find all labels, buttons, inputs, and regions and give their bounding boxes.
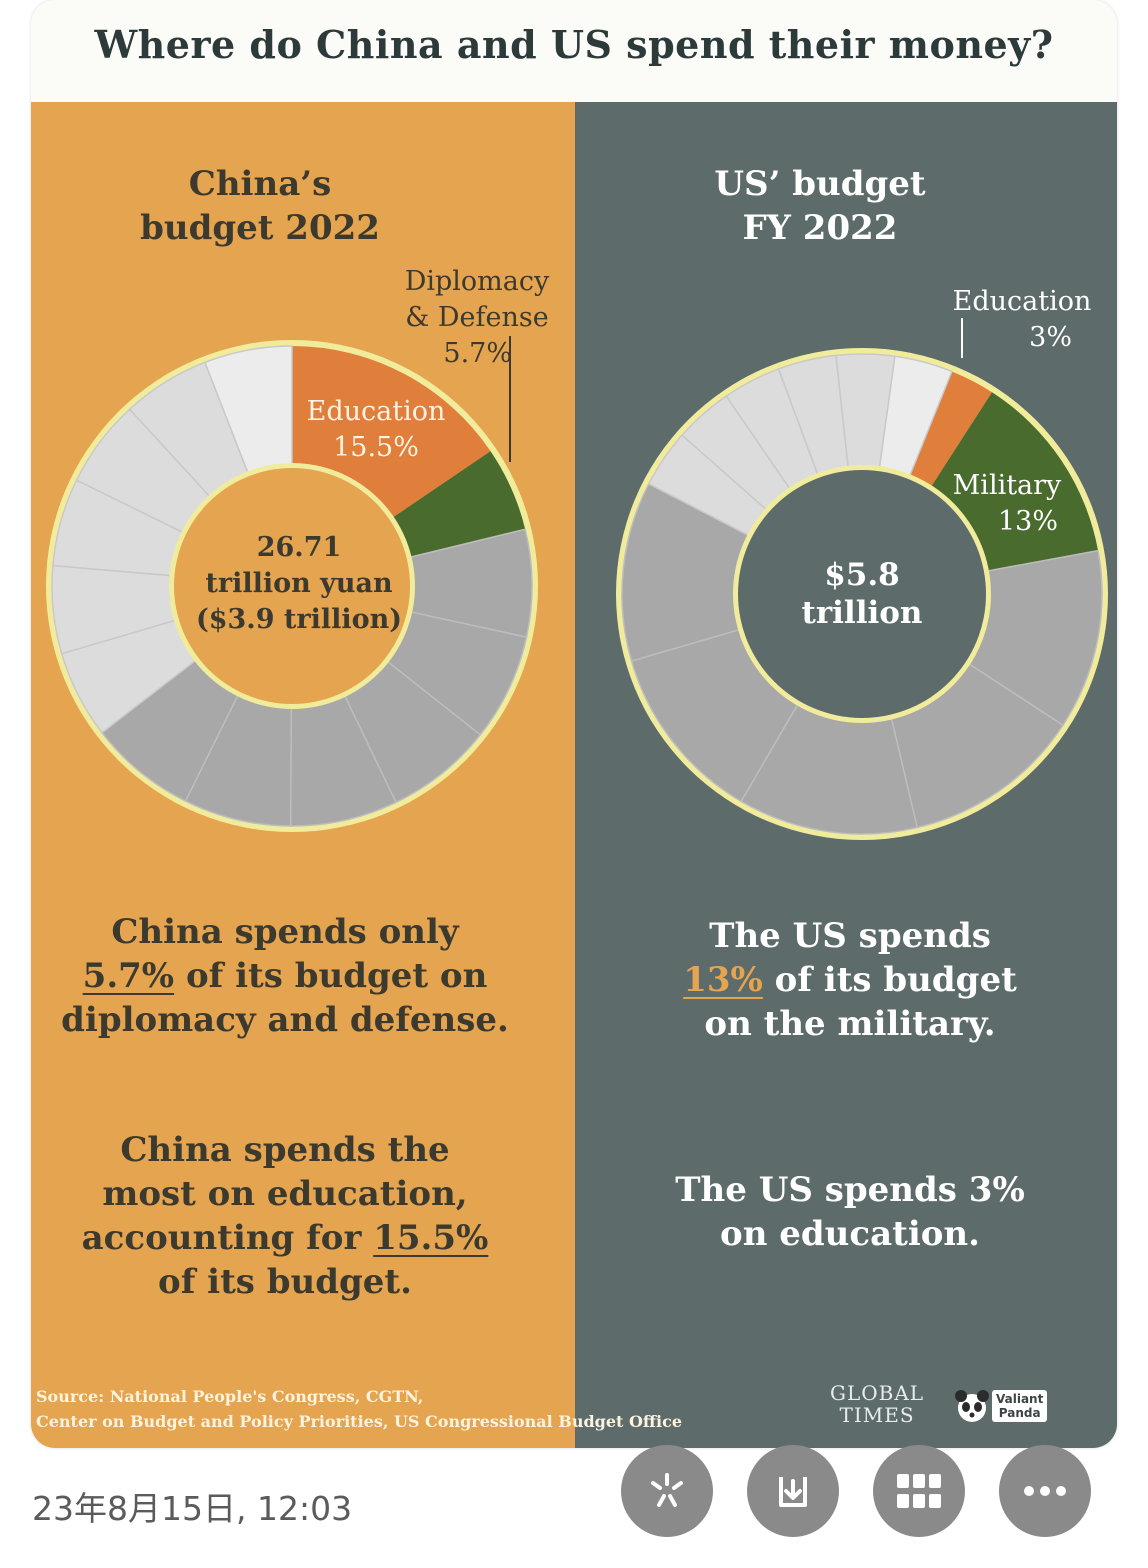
us-military-value: 13% bbox=[997, 506, 1058, 537]
china-statement2-line3: accounting for 15.5% bbox=[40, 1216, 530, 1260]
infographic-title: Where do China and US spend their money? bbox=[94, 22, 1054, 67]
us-education-label-text: Education bbox=[952, 286, 1092, 317]
donut-center bbox=[174, 468, 410, 704]
us-heading: US’ budget FY 2022 bbox=[640, 162, 1000, 250]
valiant-panda-logo: Valiant Panda bbox=[952, 1388, 1048, 1424]
china-diplomacy-label-line2: & Defense bbox=[405, 302, 549, 333]
post-timestamp: 23年8月15日, 12:03 bbox=[32, 1489, 353, 1528]
more-options-button[interactable] bbox=[999, 1445, 1091, 1537]
donut-slice-diplomacy-defense bbox=[389, 451, 526, 559]
china-statement1-line1: China spends only bbox=[111, 912, 459, 952]
source-line2: Center on Budget and Policy Priorities, … bbox=[36, 1412, 683, 1431]
us-statement1-line3: on the military. bbox=[704, 1004, 996, 1044]
china-center-line1: 26.71 bbox=[256, 532, 342, 563]
us-center-line2: trillion bbox=[801, 595, 923, 631]
us-military-statement: The US spends 13% of its budget on the m… bbox=[600, 914, 1100, 1046]
us-statement1-after: of its budget bbox=[762, 960, 1017, 1000]
us-donut-chart bbox=[616, 348, 1108, 840]
china-statement2-before: accounting for bbox=[81, 1218, 374, 1258]
valiant-panda-text: Valiant Panda bbox=[992, 1390, 1048, 1422]
us-education-label: Education 3% bbox=[942, 284, 1102, 356]
china-diplomacy-label: Diplomacy & Defense 5.7% bbox=[392, 264, 562, 372]
panda-icon bbox=[955, 1390, 989, 1422]
grid-view-button[interactable] bbox=[873, 1445, 965, 1537]
china-donut-chart bbox=[46, 340, 538, 832]
donut-center bbox=[738, 470, 986, 718]
us-heading-line1: US’ budget bbox=[714, 164, 926, 204]
china-statement1-line3: diplomacy and defense. bbox=[61, 1000, 509, 1040]
global-times-logo: GLOBAL TIMES bbox=[830, 1382, 924, 1426]
us-statement1-line2: 13% of its budget bbox=[600, 958, 1100, 1002]
us-military-label: Military 13% bbox=[942, 468, 1072, 540]
china-center-total: 26.71 trillion yuan ($3.9 trillion) bbox=[184, 530, 414, 638]
china-heading: China’s budget 2022 bbox=[80, 162, 440, 250]
us-military-highlight: 13% bbox=[683, 960, 763, 1000]
china-defense-highlight: 5.7% bbox=[82, 956, 175, 996]
download-button[interactable] bbox=[747, 1445, 839, 1537]
us-education-value: 3% bbox=[1029, 322, 1072, 353]
more-icon bbox=[1024, 1486, 1066, 1496]
us-statement2-line2: on education. bbox=[720, 1214, 980, 1254]
donut-slice-education bbox=[908, 371, 993, 490]
china-education-highlight: 15.5% bbox=[373, 1218, 489, 1258]
global-times-line2: TIMES bbox=[839, 1403, 915, 1427]
us-heading-line2: FY 2022 bbox=[742, 208, 898, 248]
valiant-panda-line2: Panda bbox=[998, 1406, 1041, 1420]
china-statement2-line2: most on education, bbox=[102, 1174, 468, 1214]
china-heading-line2: budget 2022 bbox=[140, 208, 380, 248]
china-statement1-after: of its budget on bbox=[174, 956, 488, 996]
global-times-line1: GLOBAL bbox=[830, 1381, 925, 1405]
us-statement1-line1: The US spends bbox=[709, 916, 991, 956]
china-education-label: Education 15.5% bbox=[296, 394, 456, 466]
sparkle-icon bbox=[651, 1473, 683, 1507]
grid-icon bbox=[897, 1474, 941, 1508]
china-military-statement: China spends only 5.7% of its budget on … bbox=[40, 910, 530, 1042]
us-statement2-line1: The US spends 3% bbox=[675, 1170, 1025, 1210]
us-military-label-text: Military bbox=[952, 470, 1062, 501]
us-center-total: $5.8 trillion bbox=[762, 556, 962, 632]
china-education-label-text: Education bbox=[306, 396, 446, 427]
us-education-statement: The US spends 3% on education. bbox=[600, 1168, 1100, 1256]
china-education-statement: China spends the most on education, acco… bbox=[40, 1128, 530, 1304]
china-heading-line1: China’s bbox=[188, 164, 332, 204]
china-center-line2: trillion yuan bbox=[205, 568, 393, 599]
source-line1: Source: National People's Congress, CGTN… bbox=[36, 1387, 424, 1406]
china-education-value: 15.5% bbox=[333, 432, 419, 463]
china-statement2-line4: of its budget. bbox=[158, 1262, 412, 1302]
china-diplomacy-label-line1: Diplomacy bbox=[404, 266, 550, 297]
download-icon bbox=[779, 1477, 807, 1507]
ai-sparkle-button[interactable] bbox=[621, 1445, 713, 1537]
source-note: Source: National People's Congress, CGTN… bbox=[36, 1384, 682, 1434]
china-diplomacy-value: 5.7% bbox=[443, 338, 512, 369]
china-statement1-line2: 5.7% of its budget on bbox=[40, 954, 530, 998]
us-center-line1: $5.8 bbox=[824, 557, 900, 593]
china-statement2-line1: China spends the bbox=[120, 1130, 450, 1170]
china-center-line3: ($3.9 trillion) bbox=[195, 604, 403, 635]
valiant-panda-line1: Valiant bbox=[996, 1392, 1044, 1406]
